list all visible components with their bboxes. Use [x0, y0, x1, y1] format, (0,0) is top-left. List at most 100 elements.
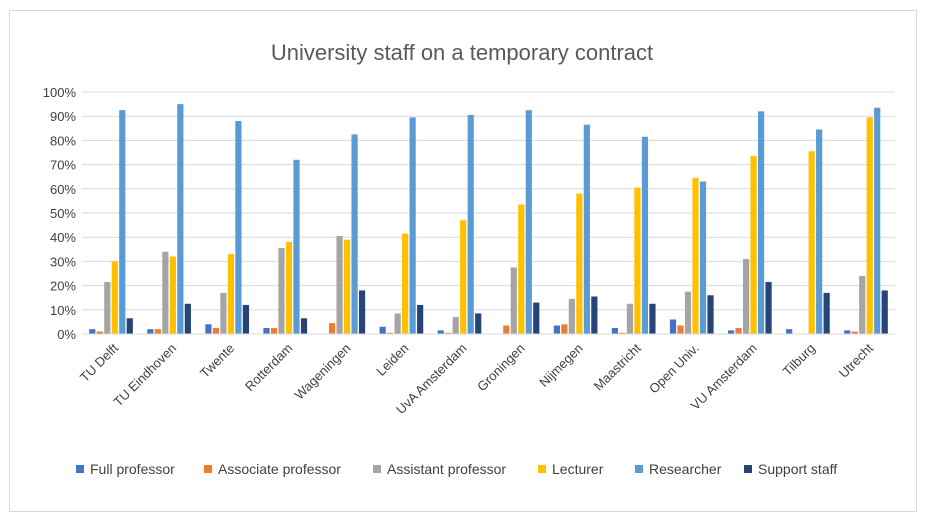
bar — [126, 318, 133, 334]
bar — [278, 248, 285, 334]
bar — [417, 304, 424, 334]
bar — [808, 151, 815, 334]
legend-swatch — [373, 465, 381, 473]
bar — [510, 267, 517, 334]
bar — [874, 107, 881, 334]
bar — [300, 318, 308, 334]
y-tick-label: 40% — [50, 230, 76, 245]
bar — [147, 329, 154, 334]
y-tick-label: 0% — [57, 327, 76, 342]
bar — [475, 313, 482, 334]
bar — [111, 261, 118, 334]
bar — [402, 233, 409, 334]
bar-chart: University staff on a temporary contract… — [43, 40, 895, 477]
bar — [162, 251, 169, 334]
bar — [641, 136, 649, 334]
bar — [742, 258, 750, 334]
bar — [707, 295, 714, 334]
bar — [328, 323, 336, 334]
bar — [866, 117, 873, 334]
x-category-label: Maastricht — [591, 340, 644, 393]
bar — [750, 156, 757, 334]
x-category-label: Wageningen — [292, 341, 354, 403]
bar — [445, 332, 452, 334]
bar — [227, 254, 235, 334]
bar — [634, 187, 641, 334]
bar — [727, 330, 735, 334]
y-tick-label: 90% — [50, 109, 76, 124]
chart-title: University staff on a temporary contract — [271, 40, 653, 65]
legend-label: Support staff — [758, 461, 837, 477]
x-category-label: Rotterdam — [242, 341, 296, 395]
legend-label: Full professor — [90, 461, 175, 477]
legend-swatch — [76, 465, 84, 473]
x-category-label: Leiden — [373, 341, 411, 379]
bar — [220, 292, 227, 334]
bar — [467, 114, 474, 335]
bar — [285, 242, 293, 334]
bar — [844, 330, 851, 334]
legend-label: Researcher — [649, 461, 722, 477]
y-tick-label: 20% — [50, 279, 76, 294]
bar — [649, 303, 656, 334]
x-category-label: Open Univ. — [646, 341, 702, 397]
bar — [823, 292, 830, 334]
chart-frame: University staff on a temporary contract… — [9, 10, 917, 512]
x-category-label: Tilburg — [780, 341, 818, 379]
bar — [591, 296, 598, 334]
bar — [169, 256, 176, 334]
bar — [387, 332, 394, 334]
bar — [184, 303, 191, 334]
bar — [119, 110, 126, 335]
legend: Full professor Associate professor Assista… — [76, 461, 837, 477]
bar — [503, 325, 510, 334]
y-tick-label: 60% — [50, 182, 76, 197]
bar — [89, 329, 96, 334]
y-tick-label: 100% — [43, 85, 77, 100]
bar — [619, 332, 626, 334]
bar — [177, 104, 184, 334]
bar — [205, 324, 212, 334]
bar — [525, 110, 532, 335]
x-category-label: Utrecht — [836, 340, 877, 381]
x-category-label: Nijmegen — [536, 341, 585, 390]
bar — [568, 298, 575, 334]
bar — [96, 331, 103, 334]
legend-label: Assistant professor — [387, 461, 506, 477]
bar — [518, 204, 525, 334]
legend-swatch — [744, 465, 752, 473]
bar — [379, 326, 386, 334]
bars — [89, 104, 888, 335]
bar — [358, 290, 366, 334]
y-tick-label: 70% — [50, 158, 76, 173]
bar — [263, 327, 270, 334]
bar — [816, 129, 823, 334]
bar — [881, 290, 888, 334]
legend-swatch — [538, 465, 546, 473]
bar — [626, 303, 634, 334]
y-tick-label: 30% — [50, 254, 76, 269]
bar — [859, 275, 866, 334]
bar — [553, 325, 560, 334]
legend-swatch — [204, 465, 212, 473]
bar — [851, 331, 858, 334]
gridlines — [82, 91, 895, 311]
bar — [699, 181, 707, 334]
y-tick-label: 80% — [50, 133, 76, 148]
legend-swatch — [635, 465, 643, 473]
bar — [669, 319, 677, 334]
bar — [212, 327, 220, 334]
bar — [533, 302, 540, 334]
x-category-label: Groningen — [474, 341, 528, 395]
bar — [351, 134, 358, 334]
bar — [235, 121, 242, 334]
bar — [336, 235, 343, 334]
bar — [757, 111, 765, 334]
bar — [437, 330, 444, 334]
bar — [452, 317, 459, 334]
bar — [409, 117, 416, 334]
bar — [765, 281, 772, 334]
bar — [576, 193, 583, 334]
bar — [270, 327, 278, 334]
